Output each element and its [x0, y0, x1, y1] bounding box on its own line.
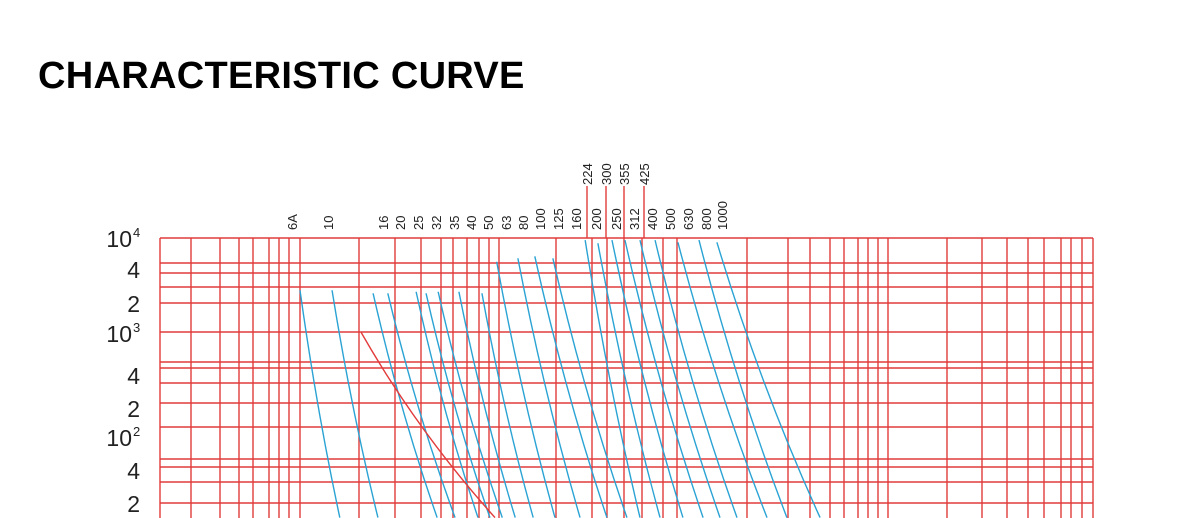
rating-label: 35	[447, 216, 462, 230]
curve-312	[624, 239, 704, 518]
rating-label: 40	[464, 216, 479, 230]
y-tick-label: 4	[127, 257, 140, 283]
y-tick-label: 2	[127, 396, 140, 422]
grid	[159, 186, 1094, 518]
rating-label: 63	[499, 216, 514, 230]
rating-label: 400	[645, 208, 660, 230]
curve-20	[387, 293, 456, 518]
rating-label: 50	[481, 216, 496, 230]
curve-25	[415, 291, 479, 518]
rating-label: 800	[699, 208, 714, 230]
y-tick-label: 10	[106, 226, 132, 252]
rating-label: 1000	[715, 201, 730, 230]
upper-rating-label: 224	[580, 163, 595, 185]
curve-35	[437, 291, 503, 518]
rating-label: 80	[516, 216, 531, 230]
rating-label: 6A	[285, 214, 300, 230]
y-tick-label: 10	[106, 425, 132, 451]
curve-6A	[299, 290, 341, 518]
rating-label: 200	[589, 208, 604, 230]
rating-label: 10	[321, 216, 336, 230]
rating-label: 630	[681, 208, 696, 230]
curve-50	[481, 293, 534, 518]
curve-400	[639, 239, 721, 518]
curve-800	[698, 239, 788, 518]
curves	[299, 239, 821, 518]
curve-100	[534, 256, 608, 518]
highlight-curve	[360, 332, 496, 518]
rating-label: 312	[627, 208, 642, 230]
y-tick-exponent: 4	[133, 225, 140, 240]
upper-rating-label: 300	[599, 163, 614, 185]
curve-40	[458, 291, 516, 518]
y-tick-exponent: 2	[133, 424, 140, 439]
chart-title: CHARACTERISTIC CURVE	[38, 55, 525, 97]
y-tick-label: 2	[127, 291, 140, 317]
curve-630	[677, 242, 768, 518]
rating-label: 125	[551, 208, 566, 230]
curve-200	[597, 243, 661, 518]
rating-label: 160	[569, 208, 584, 230]
curve-16	[372, 293, 438, 518]
rating-label: 32	[429, 216, 444, 230]
curve-160	[584, 239, 641, 518]
rating-label: 100	[533, 208, 548, 230]
upper-rating-label: 355	[617, 163, 632, 185]
curve-63	[495, 261, 556, 518]
curve-1000	[716, 242, 821, 518]
rating-label: 500	[663, 208, 678, 230]
rating-label: 25	[411, 216, 426, 230]
rating-label: 250	[609, 208, 624, 230]
y-tick-label: 2	[127, 491, 140, 517]
y-tick-label: 10	[106, 321, 132, 347]
y-tick-exponent: 3	[133, 320, 140, 335]
curve-80	[517, 258, 581, 518]
rating-label: 16	[376, 216, 391, 230]
curve-10	[331, 290, 379, 518]
curve-125	[552, 258, 628, 518]
y-tick-label: 4	[127, 458, 140, 484]
curve-32	[425, 293, 491, 518]
curve-500	[654, 239, 738, 518]
curve-250	[611, 239, 684, 518]
rating-label: 20	[393, 216, 408, 230]
y-tick-label: 4	[127, 363, 140, 389]
rating-labels: 6A 10 16 20 25 32 35 40 50 63 80 100 125 160 200 250 312…	[285, 163, 730, 230]
upper-rating-label: 425	[637, 163, 652, 185]
